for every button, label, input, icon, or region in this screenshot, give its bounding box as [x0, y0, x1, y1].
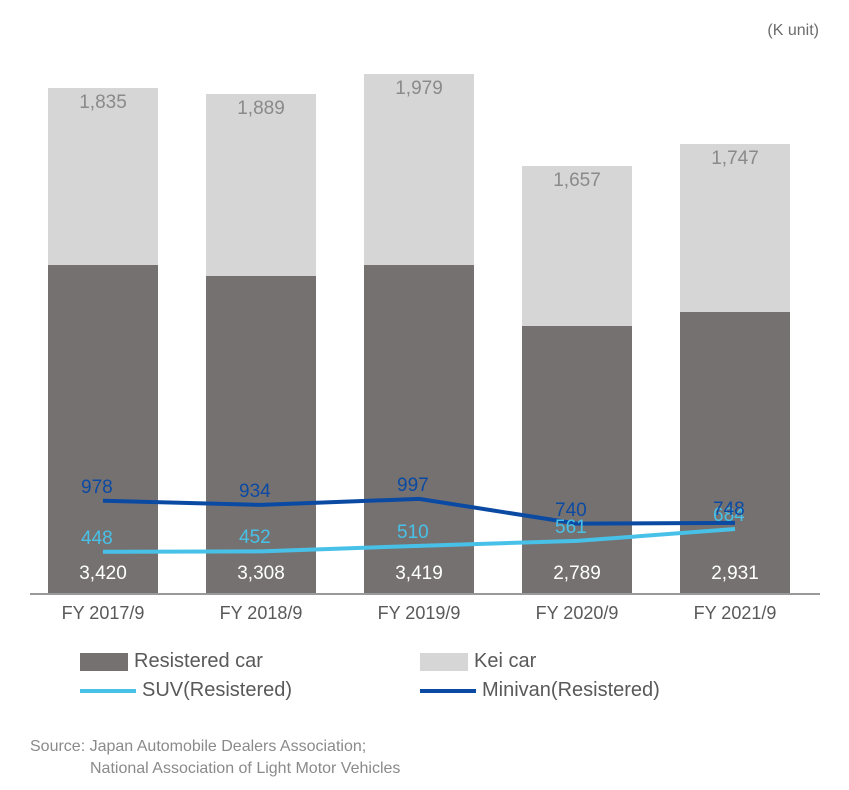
line-value-label: 978: [81, 477, 113, 499]
line-value-label: 934: [239, 481, 271, 503]
unit-label: (K unit): [767, 22, 819, 40]
legend-swatch-suv: [80, 689, 136, 693]
legend-label: Resistered car: [134, 650, 263, 673]
plot-area: 2,9311,7472,7891,6573,4191,9793,3081,889…: [30, 55, 820, 595]
line-value-label: 448: [81, 528, 113, 550]
line-Minivan(Resistered): [103, 499, 735, 524]
x-axis-label: FY 2021/9: [680, 603, 790, 624]
x-axis-label: FY 2018/9: [206, 603, 316, 624]
legend-swatch-kei: [420, 653, 468, 671]
x-axis-label: FY 2020/9: [522, 603, 632, 624]
legend-label: Kei car: [474, 650, 536, 673]
legend-swatch-minivan: [420, 689, 476, 693]
legend-item-suv: SUV(Resistered): [80, 679, 420, 702]
x-axis-label: FY 2017/9: [48, 603, 158, 624]
line-value-label: 452: [239, 527, 271, 549]
source-citation: Source: Japan Automobile Dealers Associa…: [30, 736, 400, 779]
x-axis-label: FY 2019/9: [364, 603, 474, 624]
line-value-label: 748: [713, 499, 745, 521]
line-value-label: 997: [397, 475, 429, 497]
source-line-2: National Association of Light Motor Vehi…: [30, 758, 400, 780]
legend-swatch-registered: [80, 653, 128, 671]
legend-item-minivan: Minivan(Resistered): [420, 679, 760, 702]
legend-label: SUV(Resistered): [142, 679, 292, 702]
line-overlay: [30, 55, 820, 595]
legend-item-kei: Kei car: [420, 650, 760, 673]
x-axis-labels: FY 2017/9 FY 2018/9 FY 2019/9 FY 2020/9 FY 2…: [30, 603, 820, 633]
legend: Resistered car Kei car SUV(Resistered) M…: [80, 650, 780, 708]
chart-container: (K unit) 2,9311,7472,7891,6573,4191,9793…: [0, 0, 849, 790]
source-line-1: Source: Japan Automobile Dealers Associa…: [30, 736, 400, 758]
legend-item-registered: Resistered car: [80, 650, 420, 673]
line-value-label: 510: [397, 522, 429, 544]
line-value-label: 740: [555, 500, 587, 522]
legend-label: Minivan(Resistered): [482, 679, 660, 702]
